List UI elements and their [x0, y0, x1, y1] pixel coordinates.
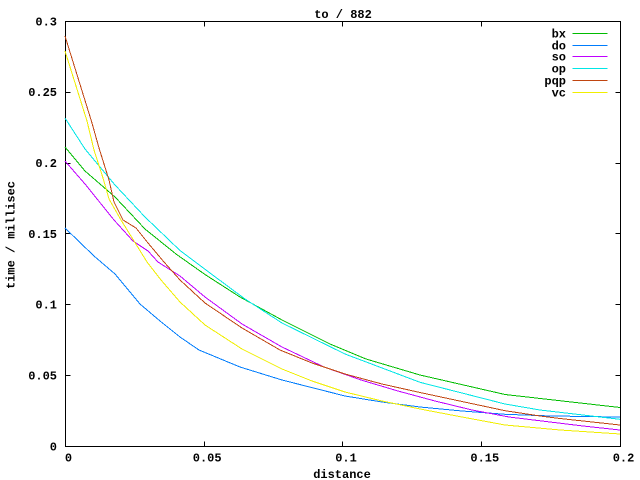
svg-text:0.3: 0.3	[35, 15, 57, 29]
svg-text:0.05: 0.05	[28, 370, 57, 384]
svg-text:pqp: pqp	[544, 74, 566, 88]
svg-text:0.15: 0.15	[470, 452, 499, 466]
svg-text:0.1: 0.1	[35, 299, 57, 313]
svg-text:0: 0	[50, 440, 57, 454]
svg-text:op: op	[552, 62, 566, 76]
svg-text:to / 882: to / 882	[314, 8, 372, 22]
svg-text:so: so	[552, 50, 566, 64]
svg-text:bx: bx	[552, 27, 566, 41]
svg-text:0.15: 0.15	[28, 228, 57, 242]
svg-text:0.1: 0.1	[335, 452, 357, 466]
svg-text:0.2: 0.2	[613, 452, 635, 466]
svg-text:distance: distance	[313, 468, 371, 480]
svg-text:0.25: 0.25	[28, 86, 57, 100]
svg-text:0.2: 0.2	[35, 157, 57, 171]
svg-text:0.05: 0.05	[193, 452, 222, 466]
svg-text:vc: vc	[552, 86, 566, 100]
svg-text:0: 0	[65, 452, 72, 466]
svg-text:do: do	[552, 39, 566, 53]
svg-text:time / millisec: time / millisec	[5, 181, 19, 289]
